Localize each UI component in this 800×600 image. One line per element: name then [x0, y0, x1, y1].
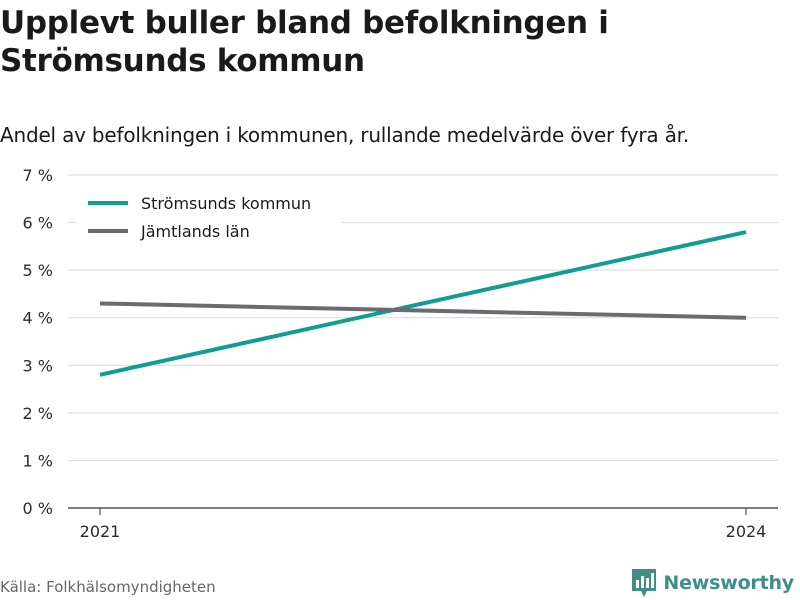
x-tick-label: 2021 [80, 522, 121, 541]
brand-name: Newsworthy [663, 572, 794, 594]
legend-box [76, 188, 341, 246]
brand-logo[interactable]: Newsworthy [631, 568, 794, 598]
newsworthy-logo-icon [632, 569, 657, 597]
source-note: Källa: Folkhälsomyndigheten [0, 578, 216, 596]
series-line-2 [99, 301, 747, 320]
y-tick-label: 5 % [23, 261, 53, 280]
y-tick-label: 4 % [23, 309, 53, 328]
x-tick-label: 2024 [726, 522, 767, 541]
y-tick-label: 0 % [23, 499, 53, 518]
y-tick-label: 7 % [23, 166, 53, 185]
y-tick-label: 3 % [23, 356, 53, 375]
series-line-1 [99, 230, 747, 377]
legend-label: Strömsunds kommun [141, 194, 311, 213]
chart-title: Upplevt buller bland befolkningen i Strö… [0, 5, 609, 79]
chart-subtitle: Andel av befolkningen i kommunen, rullan… [0, 123, 689, 147]
y-tick-label: 6 % [23, 214, 53, 233]
legend-label: Jämtlands län [140, 222, 250, 241]
y-tick-label: 2 % [23, 404, 53, 423]
y-tick-label: 1 % [23, 451, 53, 470]
